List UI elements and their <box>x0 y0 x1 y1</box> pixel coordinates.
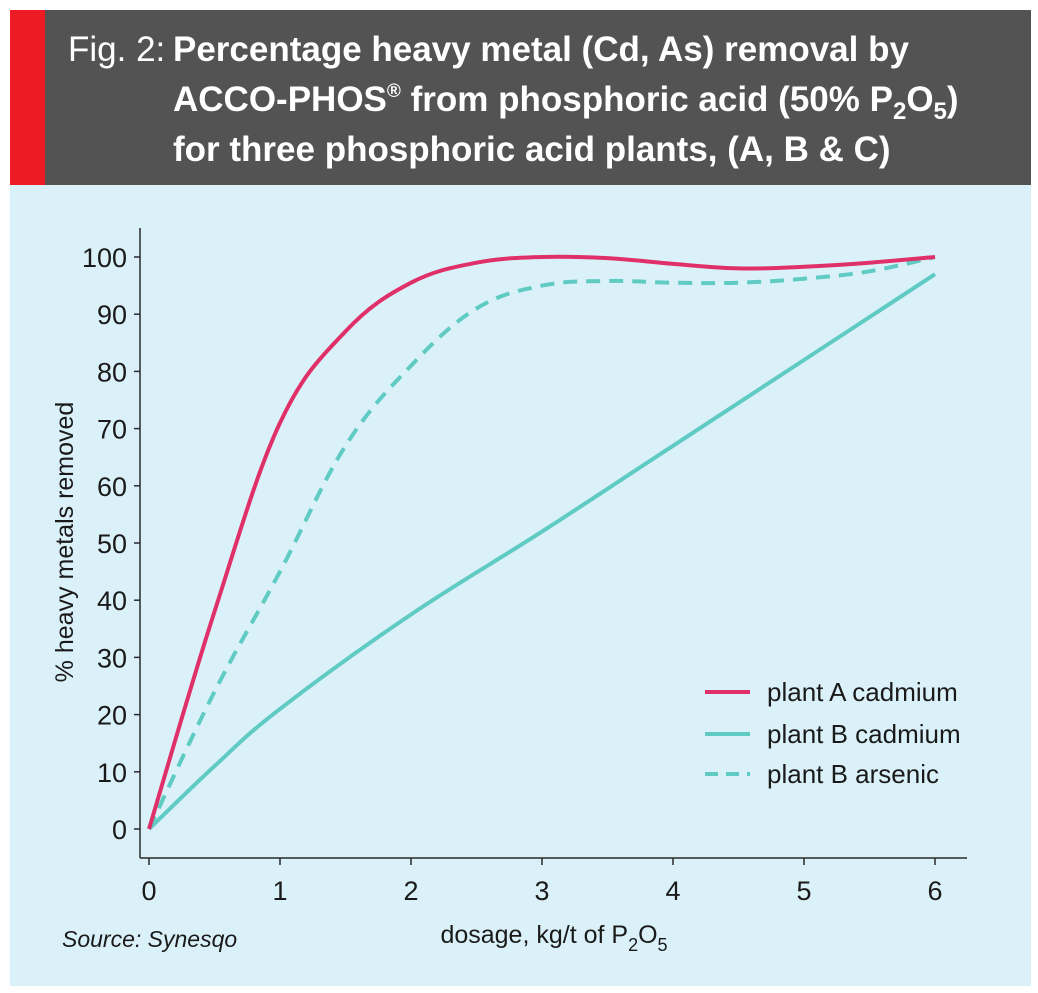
x-tick-label: 0 <box>141 876 156 906</box>
figure: Fig. 2: Percentage heavy metal (Cd, As) … <box>10 10 1031 986</box>
x-tick-label: 5 <box>796 876 811 906</box>
series-lines <box>147 254 937 831</box>
x-axis-title-mid: O <box>638 921 657 949</box>
y-tick-label: 30 <box>97 643 127 673</box>
title-subscript-2: 2 <box>892 98 907 125</box>
y-axis-title: % heavy metals removed <box>51 402 79 683</box>
axes <box>134 228 967 865</box>
y-tick-label: 70 <box>97 415 127 445</box>
x-axis-title-main: dosage, kg/t of P <box>440 921 628 949</box>
legend-label-plant-a-cadmium: plant A cadmium <box>767 677 958 707</box>
accent-bar <box>10 10 45 185</box>
title-subscript-5: 5 <box>933 98 947 125</box>
legend-label-plant-b-cadmium: plant B cadmium <box>767 719 961 749</box>
y-tick-label: 10 <box>97 758 127 788</box>
x-tick-label: 6 <box>927 876 942 906</box>
y-tick-label: 0 <box>112 815 127 845</box>
y-tick-label: 90 <box>97 300 127 330</box>
series-line-plant-b-arsenic <box>147 255 936 830</box>
series-line-plant-a-cadmium <box>147 254 936 830</box>
x-tick-label: 3 <box>534 876 549 906</box>
x-tick-label: 1 <box>272 876 287 906</box>
title-line-1: Percentage heavy metal (Cd, As) removal … <box>173 30 909 69</box>
x-tick-label: 2 <box>403 876 418 906</box>
title-line-2-o: O <box>906 80 934 119</box>
source-note: Source: Synesqo <box>62 926 238 952</box>
x-axis-title-sub2: 5 <box>658 935 668 955</box>
y-tick-label: 50 <box>97 529 127 559</box>
x-tick-label: 4 <box>665 876 680 906</box>
y-tick-label: 20 <box>97 701 127 731</box>
y-tick-label: 100 <box>82 243 127 273</box>
title-product: ACCO-PHOS <box>173 80 387 119</box>
title-banner: Fig. 2: Percentage heavy metal (Cd, As) … <box>10 10 1031 185</box>
y-tick-labels: 0 10 20 30 40 50 60 70 80 90 100 <box>82 243 127 845</box>
registered-mark: ® <box>386 81 401 102</box>
y-tick-label: 80 <box>97 357 127 387</box>
legend-label-plant-b-arsenic: plant B arsenic <box>767 759 939 789</box>
title-line-2-close: ) <box>946 80 959 119</box>
x-tick-labels: 0 1 2 3 4 5 6 <box>141 876 942 906</box>
y-tick-label: 40 <box>97 586 127 616</box>
series-line-plant-b-cadmium <box>147 272 937 831</box>
legend: plant A cadmium plant B cadmium plant B ar… <box>705 677 961 789</box>
x-axis-title-sub1: 2 <box>628 935 638 955</box>
x-axis-title: dosage, kg/t of P2O5 <box>440 921 667 955</box>
title-line-2-text: from phosphoric acid (50% P <box>400 80 893 119</box>
title-line-3: for three phosphoric acid plants, (A, B … <box>173 130 891 169</box>
figure-label: Fig. 2: <box>68 30 166 69</box>
y-tick-label: 60 <box>97 472 127 502</box>
title-line-2: ACCO-PHOS® from phosphoric acid (50% P2O… <box>173 80 959 124</box>
